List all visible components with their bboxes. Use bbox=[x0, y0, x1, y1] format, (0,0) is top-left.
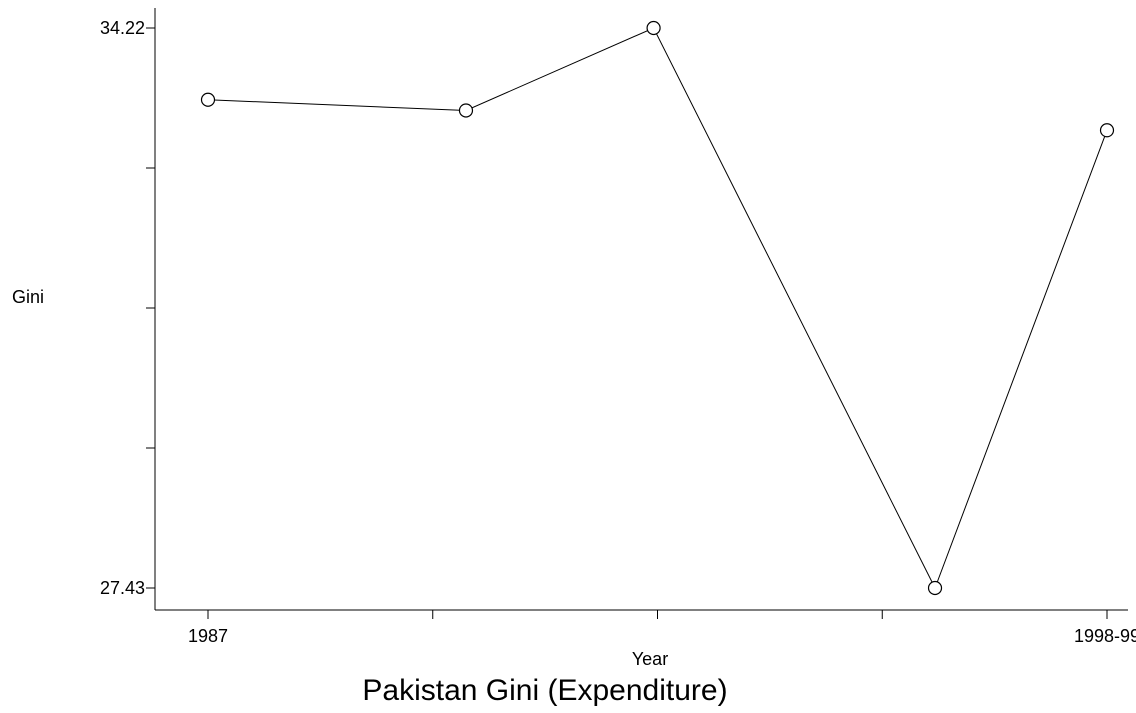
y-tick-label: 34.22 bbox=[100, 18, 145, 38]
y-axis-label: Gini bbox=[12, 287, 44, 307]
chart-title: Pakistan Gini (Expenditure) bbox=[362, 674, 727, 707]
data-points bbox=[200, 20, 1115, 596]
y-tick-label: 27.43 bbox=[100, 578, 145, 598]
data-point-marker bbox=[646, 20, 661, 36]
x-axis-label: Year bbox=[632, 649, 668, 669]
data-point-marker bbox=[927, 580, 943, 596]
ticks: 27.43 34.22 1987 1998-99 bbox=[100, 18, 1136, 646]
x-tick-label: 1998-99 bbox=[1074, 626, 1136, 646]
x-tick-label: 1987 bbox=[188, 626, 228, 646]
data-point-marker bbox=[458, 103, 474, 118]
data-point-marker bbox=[1099, 123, 1115, 138]
series-line bbox=[207, 27, 1108, 590]
axes bbox=[154, 8, 1128, 611]
data-point-marker bbox=[200, 92, 216, 107]
series bbox=[207, 27, 1108, 590]
